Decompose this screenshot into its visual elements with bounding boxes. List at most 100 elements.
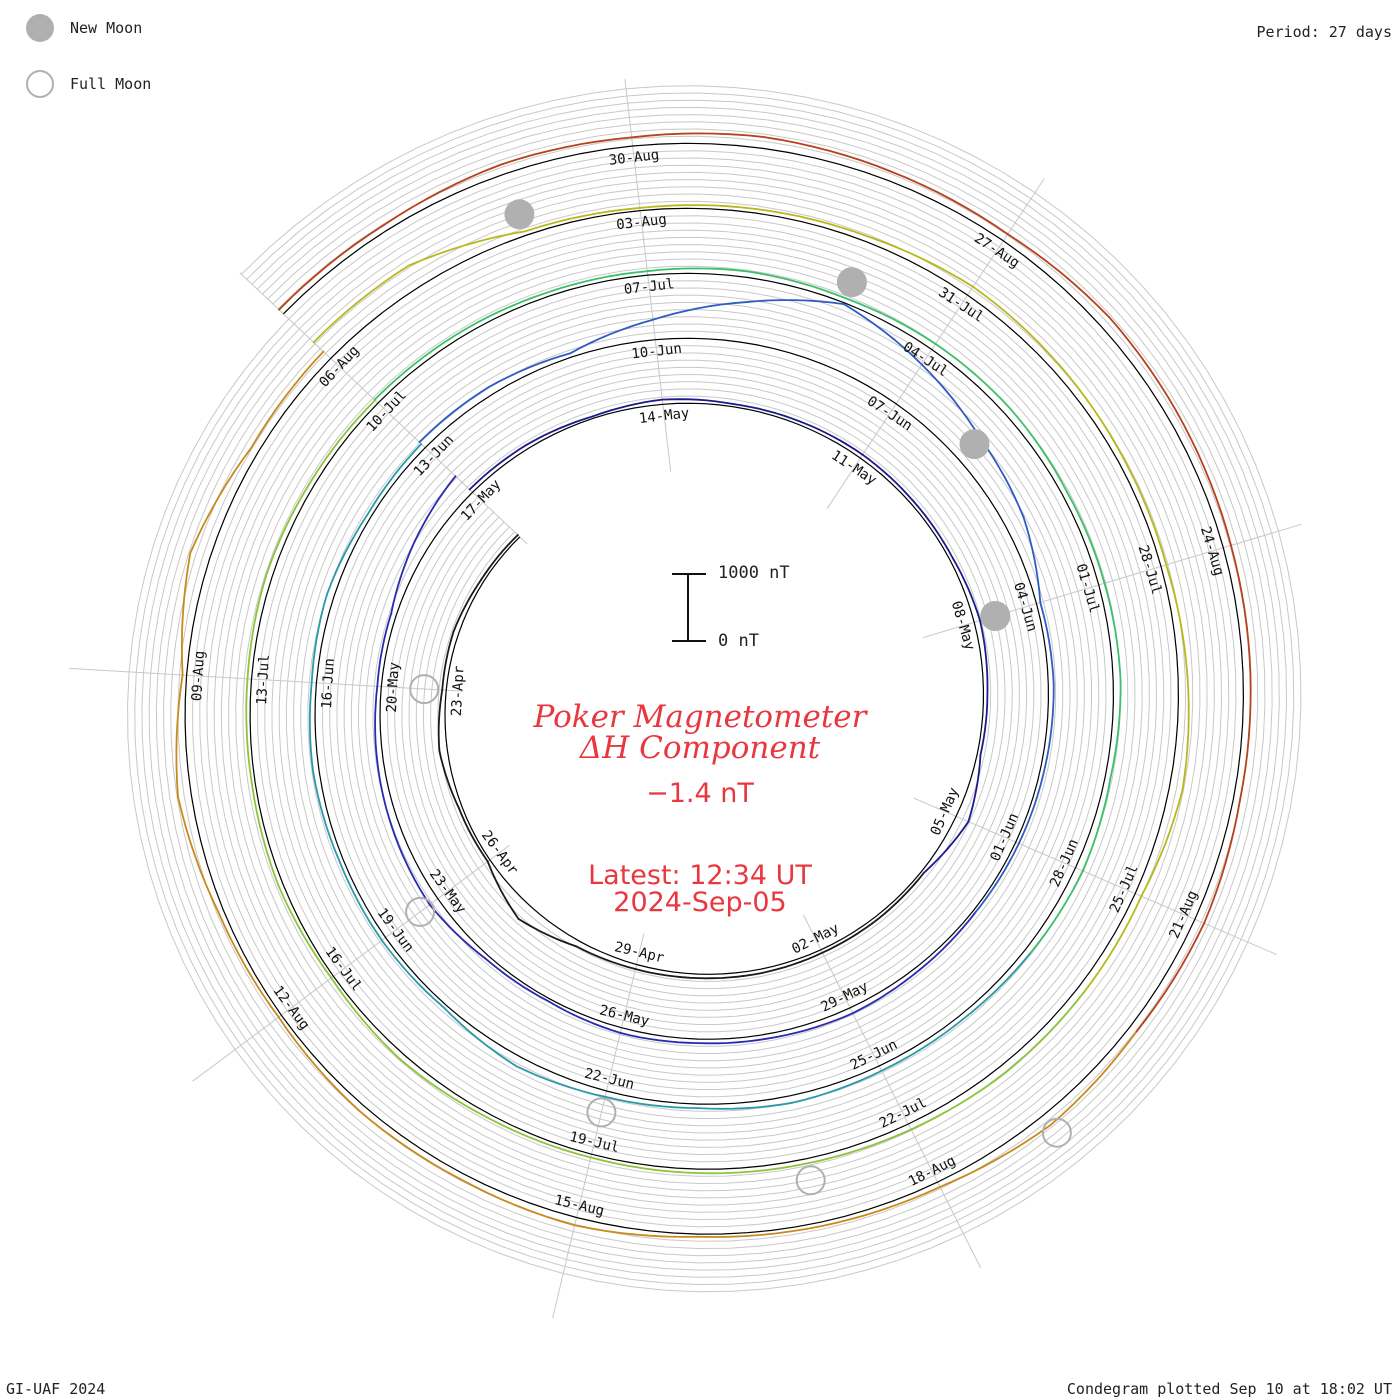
trace-segment: [697, 972, 763, 980]
scale-bar: [672, 573, 706, 642]
trace-segment: [979, 687, 989, 756]
date-label: 26-May: [598, 1002, 651, 1029]
grid-spoke: [913, 797, 1277, 955]
trace-segment: [1135, 922, 1205, 1033]
trace-segment: [661, 398, 735, 405]
trace-segment: [861, 453, 915, 503]
trace-segment: [265, 480, 312, 577]
trace-segment: [1010, 408, 1068, 493]
trace-segment: [630, 132, 766, 139]
trace-segment: [277, 885, 333, 979]
trace-segment: [972, 285, 1060, 366]
new-moon-icon: [26, 14, 54, 42]
trace-segment: [309, 399, 376, 483]
trace-segment: [399, 1058, 491, 1120]
trace-segment: [1203, 799, 1241, 925]
full-moon-marker: [409, 674, 440, 705]
scale-bottom-label: 0 nT: [718, 631, 759, 651]
full-moon-marker: [795, 1165, 826, 1196]
trace-segment: [1082, 776, 1112, 872]
trace-segment: [967, 753, 982, 823]
trace-segment: [912, 500, 954, 559]
trace-segment: [922, 820, 970, 874]
trace-segment: [604, 1095, 699, 1109]
trace-segment: [175, 674, 184, 798]
trace-segment: [515, 1065, 606, 1098]
date-label: 19-Jul: [568, 1129, 621, 1156]
full-moon-marker: [586, 1097, 617, 1128]
trace-segment: [1181, 675, 1190, 792]
trace-segment: [458, 807, 489, 863]
date-label: 13-Jul: [254, 654, 273, 705]
trace-segment: [934, 343, 1012, 411]
moon-markers: [405, 199, 1072, 1196]
trace-segment: [245, 677, 253, 785]
grid-rings: [127, 85, 1302, 1293]
trace-segment: [805, 1128, 912, 1165]
trace-segment: [251, 782, 280, 887]
trace-segment: [1039, 601, 1055, 686]
trace-segment: [525, 415, 594, 446]
new-moon-marker: [504, 199, 535, 230]
trace-segment: [1108, 316, 1185, 426]
trace-segment: [1182, 423, 1232, 547]
trace-segment: [1005, 991, 1085, 1074]
date-label: 29-Apr: [613, 939, 666, 966]
latest-time: Latest: 12:34 UT: [588, 860, 812, 891]
grid-spoke: [69, 667, 464, 692]
trace-segment: [1239, 671, 1252, 802]
trace-segment: [250, 350, 325, 449]
trace-segment: [821, 918, 879, 954]
footer-credit: GI-UAF 2024: [6, 1380, 106, 1398]
trace-segment: [910, 1071, 1007, 1131]
trace-segment: [517, 918, 578, 948]
trace-segment: [468, 443, 528, 491]
latest-value: −1.4 nT: [646, 778, 754, 809]
trace-segment: [755, 208, 870, 238]
trace-segment: [428, 903, 487, 960]
trace-segment: [310, 593, 328, 684]
trace-segment: [330, 977, 402, 1061]
date-label: 09-Aug: [189, 650, 208, 701]
baseline-spiral: [184, 142, 1245, 1235]
trace-segment: [974, 842, 1020, 913]
trace-segment: [548, 1000, 622, 1034]
trace-segment: [413, 475, 457, 543]
trace-segment: [697, 1225, 823, 1238]
date-label: 07-Jul: [623, 276, 675, 298]
trace-segment: [1018, 765, 1047, 845]
trace-segment: [177, 795, 220, 913]
period-label: Period: 27 days: [1256, 23, 1392, 41]
trace-segment: [418, 386, 490, 443]
trace-segment: [961, 951, 1032, 1021]
trace-segment: [366, 443, 423, 516]
trace-segment: [459, 1178, 576, 1227]
trace-segment: [800, 421, 864, 456]
trace-segment: [634, 968, 699, 979]
date-label: 23-Apr: [449, 665, 468, 716]
date-label: 03-Aug: [616, 212, 668, 234]
trace-segment: [394, 834, 431, 906]
trace-segment: [652, 301, 746, 321]
trace-segment: [312, 264, 410, 344]
trace-segment: [575, 945, 637, 970]
date-label: 20-May: [384, 662, 403, 713]
trace-segment: [876, 872, 925, 921]
trace-segment: [573, 1224, 699, 1238]
trace-segment: [452, 578, 482, 633]
trace-segment: [1123, 458, 1168, 566]
trace-segment: [484, 957, 550, 1003]
trace-segment: [1103, 582, 1122, 682]
trace-segment: [480, 534, 519, 581]
legend-full-moon-label: Full Moon: [70, 75, 152, 93]
trace-segment: [438, 749, 460, 809]
trace-segment: [1230, 544, 1252, 674]
chart-subtitle: ΔH Component: [579, 730, 821, 766]
trace-segment: [181, 552, 192, 676]
trace-segment: [189, 446, 253, 554]
trace-segment: [381, 163, 503, 227]
trace-segment: [500, 136, 633, 166]
trace-segment: [760, 951, 824, 974]
trace-segment: [619, 1032, 699, 1044]
